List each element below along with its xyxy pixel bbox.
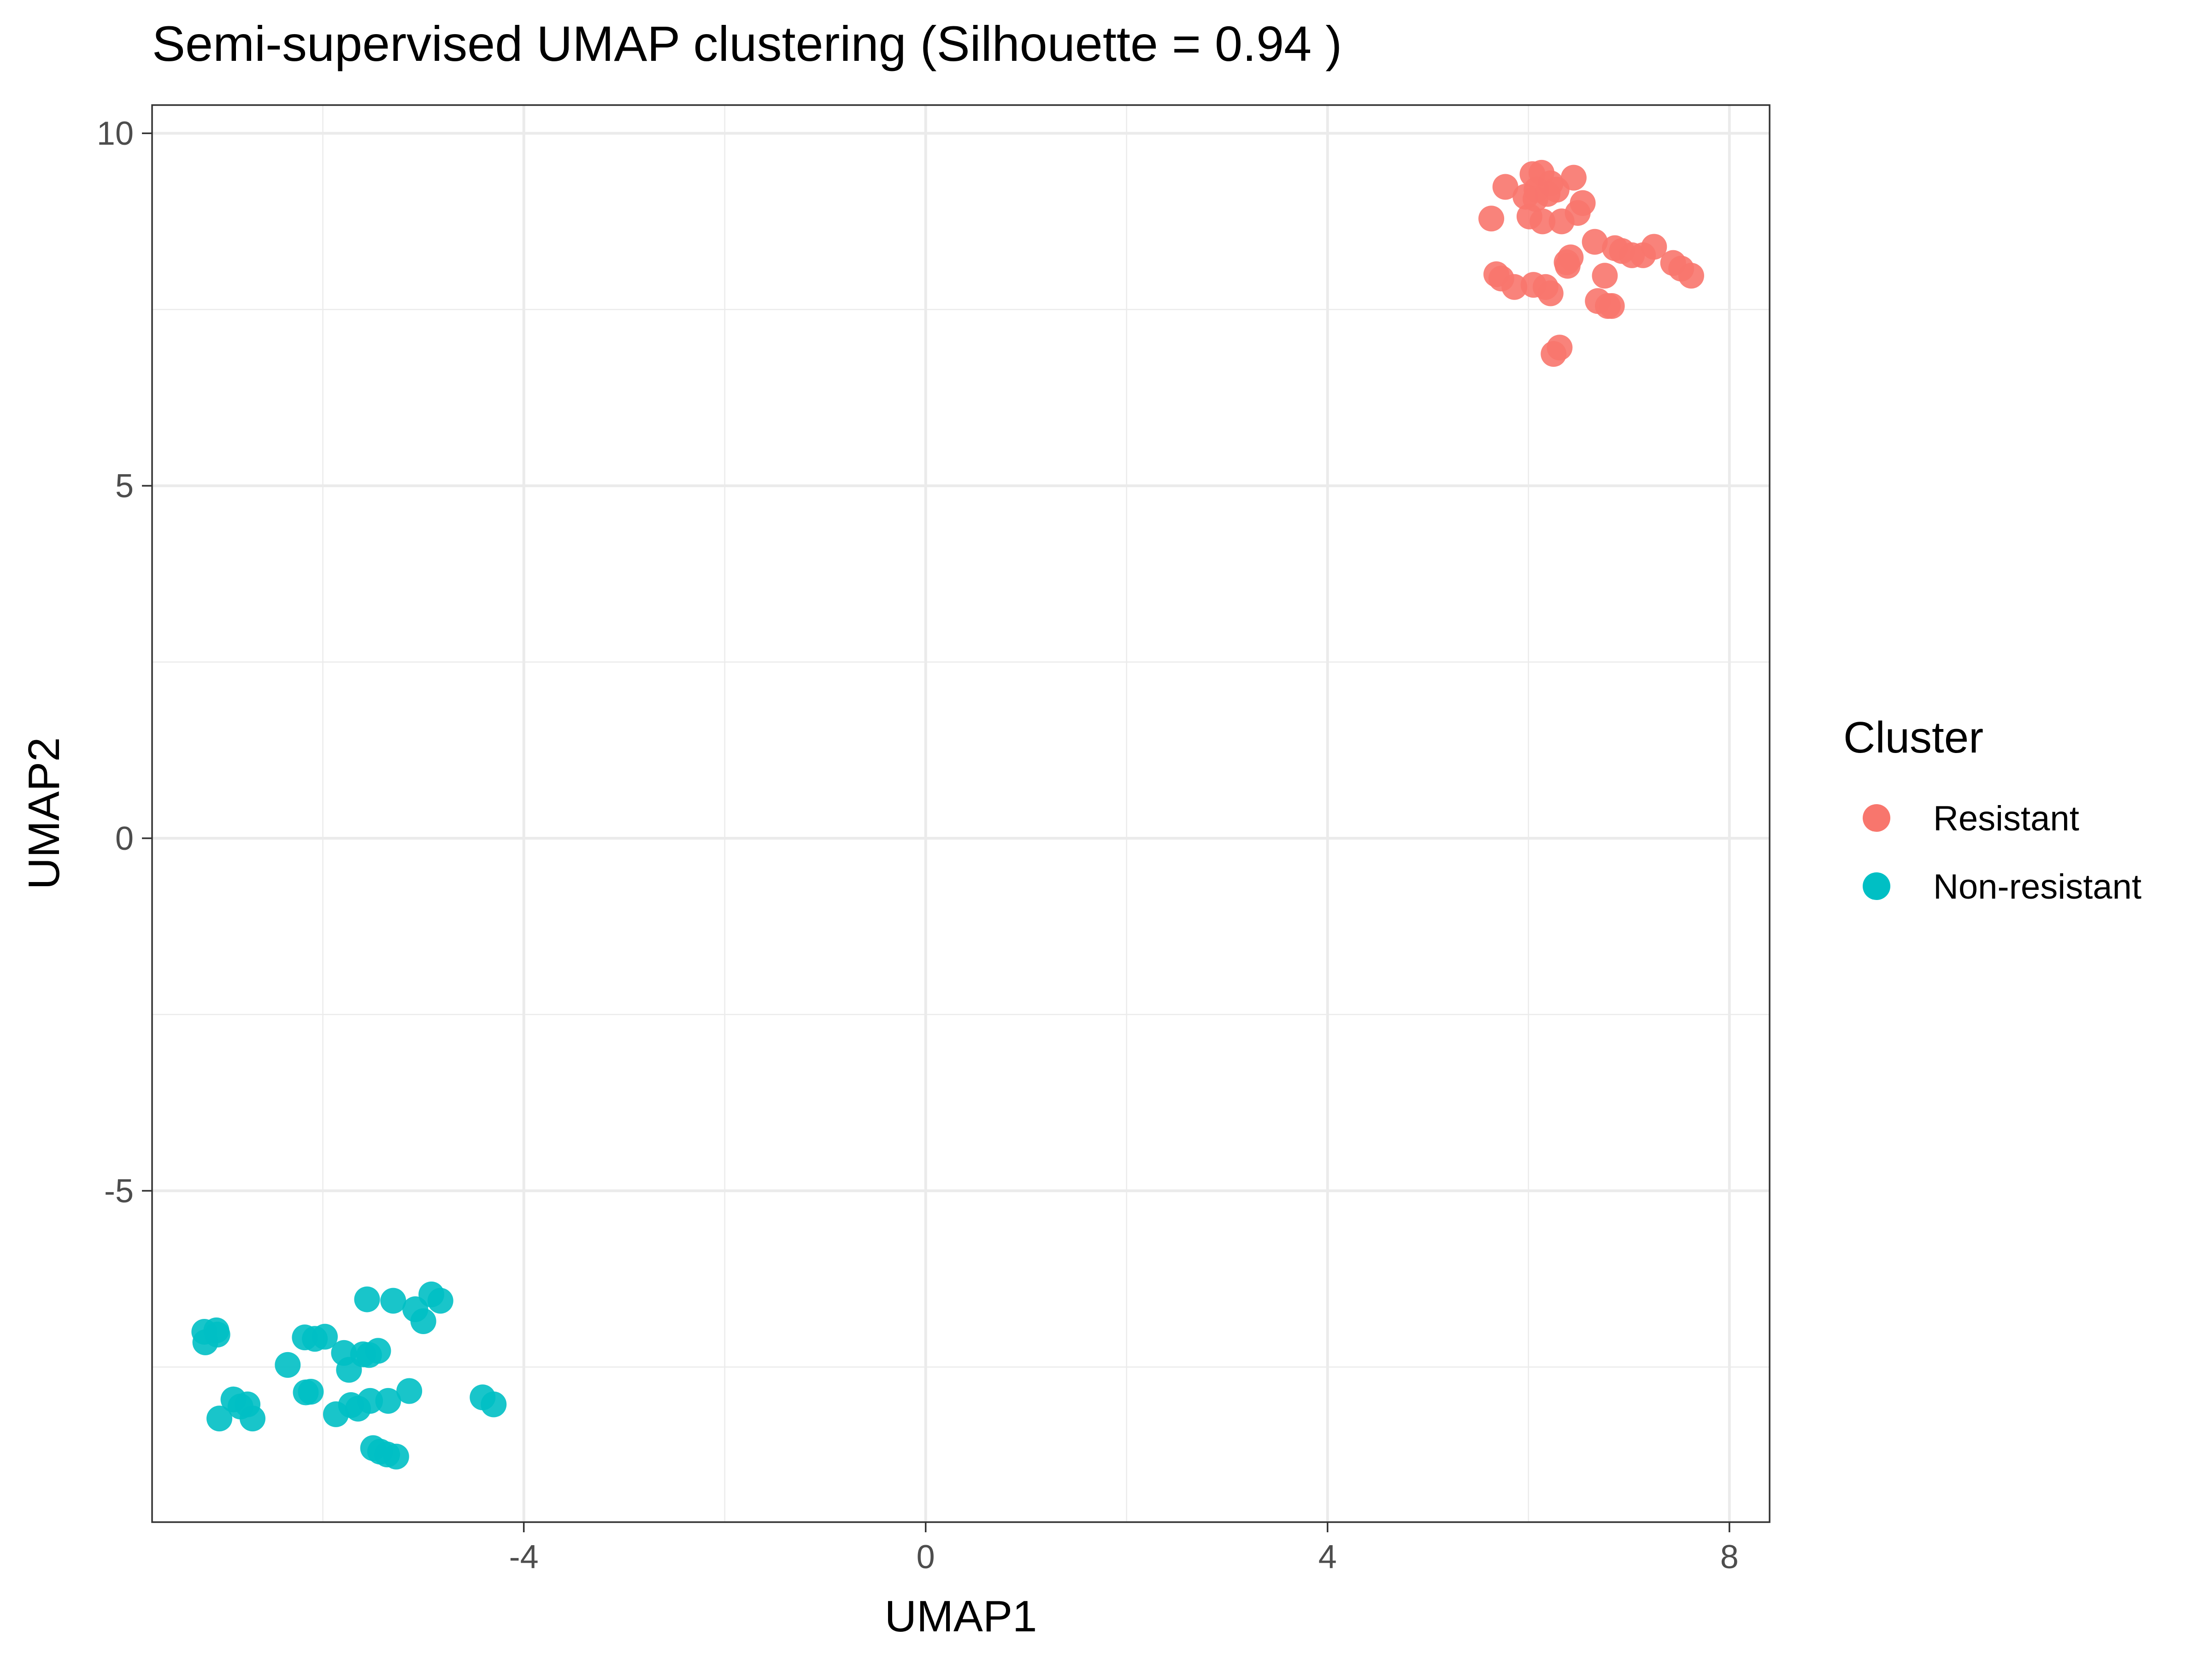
x-tick-label: 8 xyxy=(1720,1539,1739,1576)
point-resistant xyxy=(1678,263,1704,289)
point-resistant xyxy=(1558,244,1584,271)
point-non-resistant xyxy=(275,1352,301,1378)
y-tick-label: 10 xyxy=(97,115,134,152)
major-gridlines xyxy=(152,105,1770,1522)
x-axis: -4 0 4 8 xyxy=(509,1522,1739,1576)
point-non-resistant xyxy=(481,1391,507,1418)
x-axis-title: UMAP1 xyxy=(885,1592,1037,1641)
point-non-resistant xyxy=(365,1338,391,1364)
point-non-resistant xyxy=(380,1288,406,1314)
legend-label-resistant: Resistant xyxy=(1933,799,2079,838)
data-points xyxy=(191,159,1704,1470)
point-resistant xyxy=(1478,206,1505,232)
point-resistant xyxy=(1501,274,1528,300)
point-non-resistant xyxy=(410,1308,436,1334)
y-tick-label: -5 xyxy=(104,1173,134,1210)
point-resistant xyxy=(1570,190,1596,216)
point-resistant xyxy=(1547,335,1573,361)
y-axis: -5 0 5 10 xyxy=(97,115,152,1210)
point-non-resistant xyxy=(354,1286,380,1312)
point-resistant xyxy=(1537,280,1564,306)
y-axis-title: UMAP2 xyxy=(19,737,69,890)
point-resistant xyxy=(1560,165,1587,191)
legend-key-non-resistant xyxy=(1863,872,1890,900)
point-non-resistant xyxy=(298,1378,324,1405)
point-non-resistant xyxy=(204,1322,230,1348)
point-non-resistant xyxy=(427,1288,453,1314)
point-resistant xyxy=(1530,208,1556,235)
point-non-resistant xyxy=(206,1406,233,1432)
point-non-resistant xyxy=(375,1388,401,1414)
chart-title: Semi-supervised UMAP clustering (Silhoue… xyxy=(152,16,1342,71)
y-tick-label: 0 xyxy=(115,820,134,857)
point-non-resistant xyxy=(357,1388,383,1414)
point-non-resistant xyxy=(240,1406,266,1432)
legend-label-non-resistant: Non-resistant xyxy=(1933,867,2141,906)
point-resistant xyxy=(1641,234,1667,260)
point-non-resistant xyxy=(312,1324,338,1350)
x-tick-label: 4 xyxy=(1318,1539,1337,1576)
plot-panel xyxy=(151,104,1771,1523)
x-tick-label: -4 xyxy=(509,1539,539,1576)
point-resistant xyxy=(1582,229,1608,255)
legend: Cluster Resistant Non-resistant xyxy=(1843,713,2141,906)
point-resistant xyxy=(1599,293,1625,319)
minor-gridlines xyxy=(152,105,1770,1522)
point-resistant xyxy=(1592,263,1618,289)
point-non-resistant xyxy=(383,1443,409,1470)
panel-border xyxy=(151,104,1771,1523)
y-tick-label: 5 xyxy=(115,468,134,505)
point-non-resistant xyxy=(396,1378,423,1404)
point-resistant xyxy=(1492,174,1518,200)
x-tick-label: 0 xyxy=(917,1539,935,1576)
legend-key-resistant xyxy=(1863,804,1890,832)
legend-title: Cluster xyxy=(1843,713,1983,762)
